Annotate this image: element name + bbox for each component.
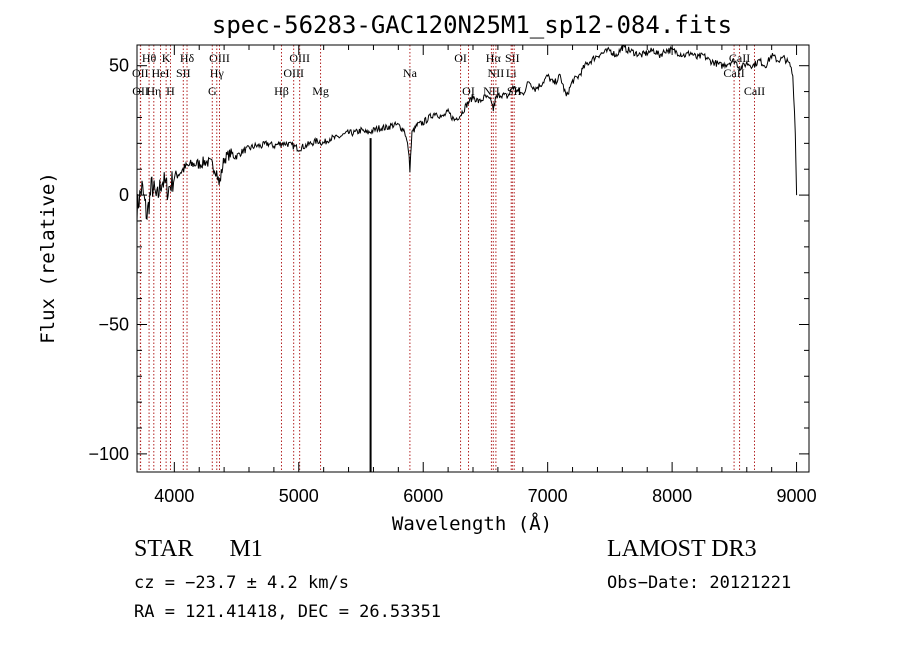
line-label-22: Li <box>506 66 517 80</box>
line-label-0: Hθ <box>142 51 157 65</box>
plot-frame <box>136 44 810 473</box>
y-tick-label: −50 <box>98 314 129 334</box>
line-label-4: HeI <box>152 66 170 80</box>
line-label-12: OIII <box>289 51 310 65</box>
line-label-20: SII <box>505 51 520 65</box>
line-label-7: Hδ <box>180 51 195 65</box>
line-label-11: G <box>208 84 217 98</box>
line-label-14: Hβ <box>274 84 289 98</box>
x-tick-label: 8000 <box>652 486 692 506</box>
object-class: STAR M1 <box>134 536 263 563</box>
line-label-24: SII <box>507 84 522 98</box>
observation-date: Obs−Date: 20121221 <box>607 573 792 593</box>
x-tick-label: 5000 <box>279 486 319 506</box>
ra-dec-coordinates: RA = 121.41418, DEC = 26.53351 <box>134 602 442 622</box>
y-axis-label: Flux (relative) <box>37 172 59 344</box>
line-label-2: OII <box>132 84 149 98</box>
line-label-8: SII <box>176 66 191 80</box>
x-tick-label: 7000 <box>528 486 568 506</box>
y-tick-label: −100 <box>88 444 129 464</box>
line-label-16: Na <box>403 66 418 80</box>
redshift-cz: cz = −23.7 ± 4.2 km/s <box>134 573 349 593</box>
line-label-10: Hγ <box>210 66 225 80</box>
object-subclass: M1 <box>229 536 263 562</box>
x-tick-label: 9000 <box>777 486 817 506</box>
line-label-21: NII <box>488 66 505 80</box>
spectrum-line <box>136 44 798 222</box>
x-axis-label: Wavelength (Å) <box>392 512 552 535</box>
line-label-3: Hη <box>146 84 161 98</box>
line-label-9: OIII <box>209 51 230 65</box>
line-label-13: OIII <box>283 66 304 80</box>
survey-name: LAMOST DR3 <box>607 536 757 562</box>
line-label-23: NII <box>483 84 500 98</box>
x-tick-label: 4000 <box>154 486 194 506</box>
x-tick-label: 6000 <box>403 486 443 506</box>
y-tick-label: 50 <box>109 56 129 76</box>
line-label-19: Hα <box>486 51 502 65</box>
axis-ticks: 4000 5000 6000 7000 8000 9000 −100 −50 0 50 <box>88 45 817 506</box>
line-label-15: Mg <box>312 84 329 98</box>
y-tick-label: 0 <box>119 185 129 205</box>
object-type: STAR <box>134 536 194 562</box>
line-label-5: K <box>162 51 171 65</box>
line-label-6: H <box>166 84 175 98</box>
spectrum-series <box>136 44 798 472</box>
chart-title: spec-56283-GAC120N25M1_sp12-084.fits <box>212 11 732 39</box>
line-label-27: CaII <box>744 84 765 98</box>
line-label-17: OI <box>454 51 467 65</box>
